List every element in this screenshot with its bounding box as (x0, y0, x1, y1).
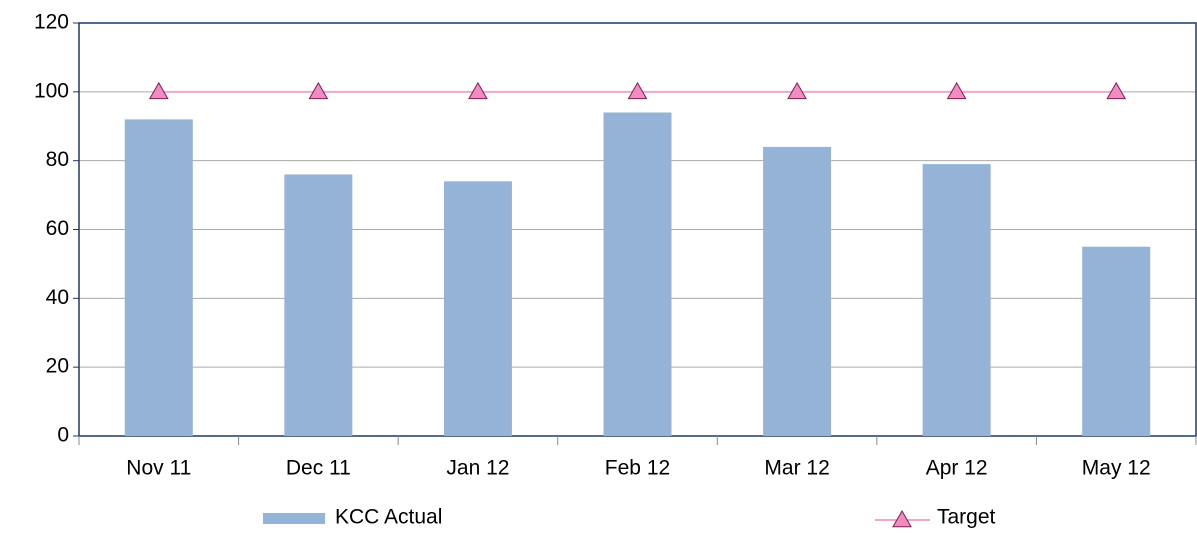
y-tick-label: 20 (46, 355, 69, 378)
marker (468, 81, 488, 100)
y-tick-label: 80 (46, 148, 69, 171)
x-tick-label: Dec 11 (286, 457, 351, 480)
x-tick-label: Nov 11 (126, 457, 191, 480)
legend-swatch (263, 513, 325, 524)
bar (922, 164, 991, 436)
x-tick-label: Apr 12 (926, 457, 988, 480)
y-tick-label: 40 (46, 286, 69, 309)
marker (627, 81, 648, 100)
x-tick-label: Jan 12 (446, 457, 509, 480)
legend-label: Target (937, 506, 996, 529)
x-tick-label: Mar 12 (764, 457, 829, 480)
marker (308, 81, 329, 100)
bar (284, 174, 353, 436)
bar (443, 181, 512, 436)
y-tick-label: 100 (34, 79, 69, 102)
marker (148, 81, 169, 100)
marker (946, 81, 967, 100)
y-tick-label: 120 (34, 11, 69, 34)
x-tick-label: Feb 12 (605, 457, 670, 480)
bar (763, 146, 832, 436)
y-tick-label: 60 (46, 217, 69, 240)
x-tick-label: May 12 (1082, 457, 1151, 480)
bar (603, 112, 672, 436)
bar (124, 119, 193, 436)
y-tick-label: 0 (57, 424, 69, 447)
legend-marker (892, 509, 912, 528)
bar (1082, 246, 1151, 436)
legend-label: KCC Actual (335, 506, 442, 529)
marker (1106, 81, 1127, 100)
marker (787, 81, 807, 100)
